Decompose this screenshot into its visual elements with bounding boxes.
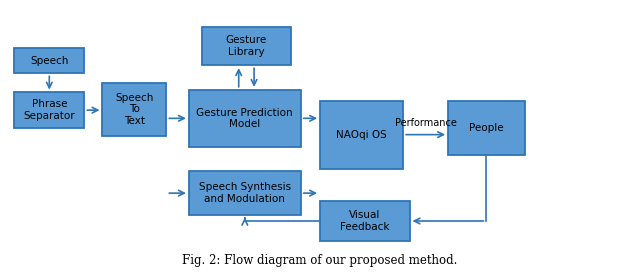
Text: Visual
Feedback: Visual Feedback xyxy=(340,210,390,232)
FancyBboxPatch shape xyxy=(202,27,291,65)
Text: Phrase
Separator: Phrase Separator xyxy=(24,99,75,121)
Text: Performance: Performance xyxy=(395,118,456,128)
Text: Speech: Speech xyxy=(30,55,68,66)
Text: Fig. 2: Flow diagram of our proposed method.: Fig. 2: Flow diagram of our proposed met… xyxy=(182,254,458,267)
FancyBboxPatch shape xyxy=(448,101,525,155)
FancyBboxPatch shape xyxy=(320,101,403,169)
Text: Speech
To
Text: Speech To Text xyxy=(115,93,154,126)
FancyBboxPatch shape xyxy=(102,83,166,136)
FancyBboxPatch shape xyxy=(14,48,84,73)
Text: Gesture Prediction
Model: Gesture Prediction Model xyxy=(196,107,293,129)
FancyBboxPatch shape xyxy=(189,90,301,147)
FancyBboxPatch shape xyxy=(14,92,84,128)
Text: NAOqi OS: NAOqi OS xyxy=(336,130,387,140)
Text: Speech Synthesis
and Modulation: Speech Synthesis and Modulation xyxy=(199,182,291,204)
Text: Gesture
Library: Gesture Library xyxy=(226,35,267,57)
FancyBboxPatch shape xyxy=(320,201,410,241)
FancyBboxPatch shape xyxy=(189,171,301,215)
Text: People: People xyxy=(469,123,504,133)
